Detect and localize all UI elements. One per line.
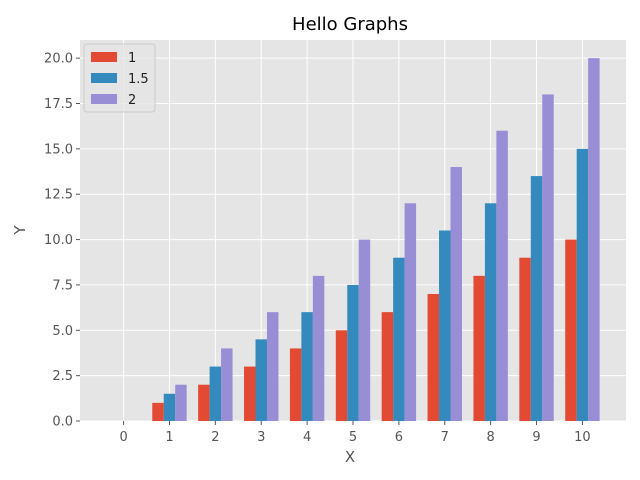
y-tick-label: 2.5: [52, 369, 73, 384]
y-axis-ticks: 0.0 2.5 5.0 7.5 10.0 12.5 15.0 17.5 20.0: [44, 52, 80, 430]
bar-series-1-x-6: [381, 312, 394, 421]
bar-series-2-x-5: [358, 239, 371, 421]
bar-series-1-x-8: [473, 275, 485, 421]
bar-series-1-x-7: [427, 294, 440, 421]
x-tick-label: 0: [119, 430, 127, 445]
bar-series-2-x-1: [175, 384, 187, 421]
x-axis-ticks: 0 1 2 3 4 5 6 7 8 9 10: [119, 421, 591, 445]
bar-series-1.5-x-10: [576, 148, 589, 421]
bar-series-1.5-x-8: [484, 203, 497, 421]
x-tick-label: 3: [257, 430, 265, 445]
legend-swatch: [91, 73, 117, 83]
y-tick-label: 5.0: [52, 324, 73, 339]
legend: 11.52: [83, 43, 156, 113]
bar-series-1-x-3: [244, 366, 256, 421]
bar-series-2-x-10: [588, 58, 600, 422]
y-tick-label: 7.5: [52, 278, 73, 293]
y-axis-label: Y: [11, 225, 29, 236]
bar-series-1.5-x-9: [530, 176, 543, 421]
bar-series-1-x-10: [565, 239, 577, 421]
bar-series-2-x-3: [266, 312, 279, 421]
bar-series-1.5-x-7: [439, 230, 451, 421]
x-tick-label: 1: [165, 430, 173, 445]
x-tick-label: 5: [349, 430, 357, 445]
legend-entry-label: 2: [128, 93, 136, 108]
y-tick-label: 10.0: [44, 233, 73, 248]
y-tick-label: 20.0: [44, 52, 73, 67]
bar-series-1-x-9: [519, 257, 531, 421]
y-tick-label: 0.0: [52, 415, 73, 430]
y-tick-label: 12.5: [44, 188, 73, 203]
bar-series-2-x-8: [496, 130, 508, 421]
y-tick-label: 15.0: [44, 142, 73, 157]
legend-swatch: [91, 94, 117, 104]
bar-series-1.5-x-3: [255, 339, 267, 421]
x-axis-label: X: [345, 448, 355, 466]
x-tick-label: 9: [532, 430, 540, 445]
bar-series-1-x-5: [335, 330, 348, 421]
bar-series-1.5-x-5: [347, 284, 359, 421]
bar-series-1.5-x-2: [209, 366, 222, 421]
x-tick-label: 7: [441, 430, 449, 445]
bar-series-2-x-9: [542, 94, 554, 421]
legend-entry-label: 1.5: [128, 72, 149, 87]
bar-series-1-x-1: [152, 402, 164, 421]
bar-series-2-x-4: [312, 275, 325, 421]
chart-title: Hello Graphs: [292, 14, 408, 35]
bar-series-2-x-2: [221, 348, 233, 421]
bar-series-1.5-x-1: [163, 393, 176, 421]
x-tick-label: 10: [574, 430, 591, 445]
x-tick-label: 2: [211, 430, 219, 445]
legend-entry-label: 1: [128, 51, 136, 66]
y-tick-label: 17.5: [44, 97, 73, 112]
bars: [152, 58, 600, 422]
x-tick-label: 8: [487, 430, 495, 445]
bar-series-2-x-7: [450, 167, 462, 421]
bar-series-1.5-x-4: [301, 312, 313, 421]
x-tick-label: 6: [395, 430, 403, 445]
legend-swatch: [91, 52, 117, 62]
bar-series-2-x-6: [404, 203, 417, 421]
bar-series-1-x-2: [198, 384, 210, 421]
bar-series-1.5-x-6: [393, 257, 405, 421]
bar-series-1-x-4: [289, 348, 302, 421]
x-tick-label: 4: [303, 430, 311, 445]
